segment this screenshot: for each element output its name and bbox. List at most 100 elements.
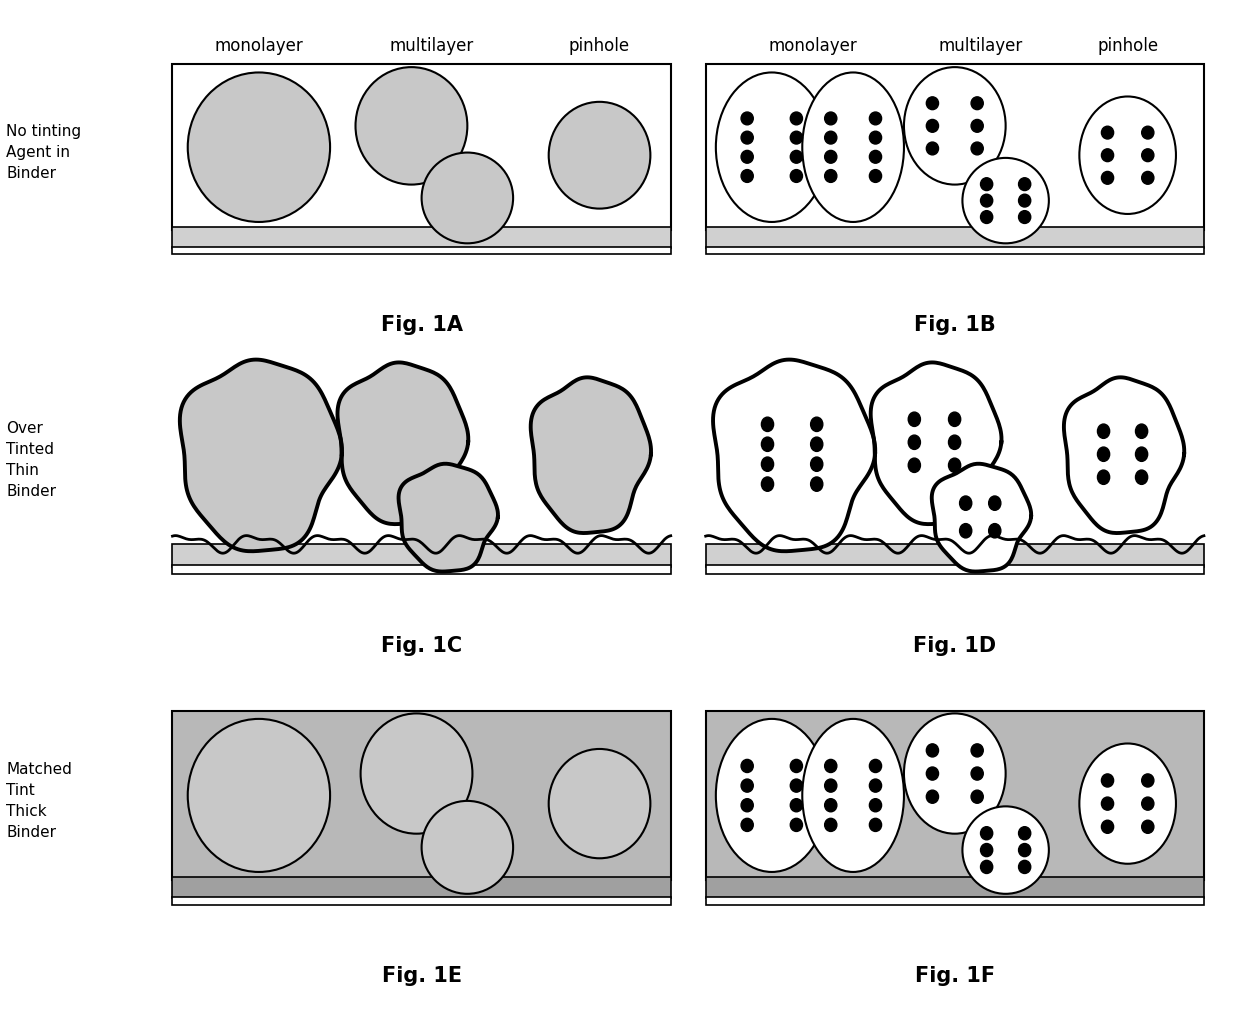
Circle shape	[926, 767, 939, 780]
Circle shape	[1142, 172, 1154, 184]
Circle shape	[825, 798, 837, 812]
Text: Fig. 1C: Fig. 1C	[381, 636, 463, 656]
Ellipse shape	[422, 801, 513, 894]
Circle shape	[825, 760, 837, 773]
Bar	[172, 711, 671, 880]
Circle shape	[926, 119, 939, 132]
Circle shape	[1101, 172, 1114, 184]
Circle shape	[825, 151, 837, 163]
Circle shape	[761, 437, 774, 452]
Circle shape	[981, 211, 993, 224]
Ellipse shape	[187, 72, 330, 222]
Bar	[172, 228, 671, 247]
Circle shape	[1018, 843, 1030, 856]
Bar	[172, 878, 671, 898]
Text: Fig. 1E: Fig. 1E	[382, 966, 461, 986]
Circle shape	[742, 779, 753, 792]
Bar	[706, 228, 1204, 247]
Text: Fig. 1F: Fig. 1F	[915, 966, 994, 986]
Circle shape	[869, 760, 882, 773]
Circle shape	[981, 178, 993, 190]
Circle shape	[1101, 821, 1114, 833]
Ellipse shape	[187, 719, 330, 872]
Polygon shape	[713, 360, 875, 551]
Ellipse shape	[904, 714, 1006, 834]
Circle shape	[981, 843, 993, 856]
Circle shape	[1097, 447, 1110, 462]
Circle shape	[742, 819, 753, 832]
Circle shape	[971, 142, 983, 155]
Circle shape	[742, 131, 753, 144]
Text: monolayer: monolayer	[768, 38, 857, 55]
Circle shape	[761, 417, 774, 431]
Bar	[172, 565, 671, 574]
Circle shape	[869, 819, 882, 832]
Ellipse shape	[962, 806, 1049, 894]
Circle shape	[811, 417, 823, 431]
Circle shape	[971, 97, 983, 110]
Polygon shape	[180, 360, 342, 551]
Circle shape	[981, 860, 993, 874]
Circle shape	[1142, 797, 1154, 811]
Circle shape	[908, 458, 920, 473]
Circle shape	[960, 496, 972, 511]
Bar	[706, 711, 1204, 880]
Circle shape	[971, 767, 983, 780]
Circle shape	[926, 743, 939, 757]
Circle shape	[825, 779, 837, 792]
Circle shape	[790, 779, 802, 792]
Circle shape	[926, 142, 939, 155]
Ellipse shape	[422, 153, 513, 243]
Text: monolayer: monolayer	[215, 38, 304, 55]
Text: Fig. 1A: Fig. 1A	[381, 315, 463, 336]
Circle shape	[825, 170, 837, 182]
Circle shape	[1018, 178, 1030, 190]
Polygon shape	[398, 464, 498, 572]
Text: pinhole: pinhole	[569, 38, 630, 55]
Polygon shape	[870, 362, 1002, 524]
Circle shape	[761, 457, 774, 471]
Circle shape	[988, 524, 1001, 538]
Ellipse shape	[361, 714, 472, 834]
Circle shape	[869, 131, 882, 144]
Circle shape	[790, 819, 802, 832]
Polygon shape	[1064, 377, 1184, 533]
Ellipse shape	[1079, 97, 1176, 214]
Circle shape	[825, 131, 837, 144]
Circle shape	[1142, 126, 1154, 139]
Circle shape	[960, 524, 972, 538]
Circle shape	[1142, 821, 1154, 833]
Circle shape	[1018, 860, 1030, 874]
Circle shape	[869, 798, 882, 812]
Ellipse shape	[715, 72, 827, 222]
Circle shape	[1136, 424, 1148, 438]
Ellipse shape	[715, 719, 827, 872]
Circle shape	[1136, 470, 1148, 484]
Circle shape	[811, 437, 823, 452]
Text: Matched
Tint
Thick
Binder: Matched Tint Thick Binder	[6, 762, 72, 840]
Circle shape	[811, 477, 823, 491]
Circle shape	[742, 760, 753, 773]
Circle shape	[761, 477, 774, 491]
Circle shape	[742, 151, 753, 163]
Circle shape	[971, 790, 983, 803]
Circle shape	[1142, 774, 1154, 787]
Text: multilayer: multilayer	[939, 38, 1022, 55]
Bar	[172, 544, 671, 566]
Circle shape	[926, 97, 939, 110]
Circle shape	[949, 458, 961, 473]
Bar	[706, 897, 1204, 905]
Ellipse shape	[1079, 743, 1176, 863]
Circle shape	[926, 790, 939, 803]
Text: No tinting
Agent in
Binder: No tinting Agent in Binder	[6, 124, 82, 181]
Circle shape	[742, 170, 753, 182]
Bar	[172, 64, 671, 230]
Circle shape	[742, 112, 753, 125]
Ellipse shape	[904, 67, 1006, 185]
Circle shape	[971, 119, 983, 132]
Bar	[706, 246, 1204, 254]
Circle shape	[908, 435, 920, 450]
Circle shape	[790, 112, 802, 125]
Circle shape	[790, 798, 802, 812]
Circle shape	[1018, 194, 1030, 207]
